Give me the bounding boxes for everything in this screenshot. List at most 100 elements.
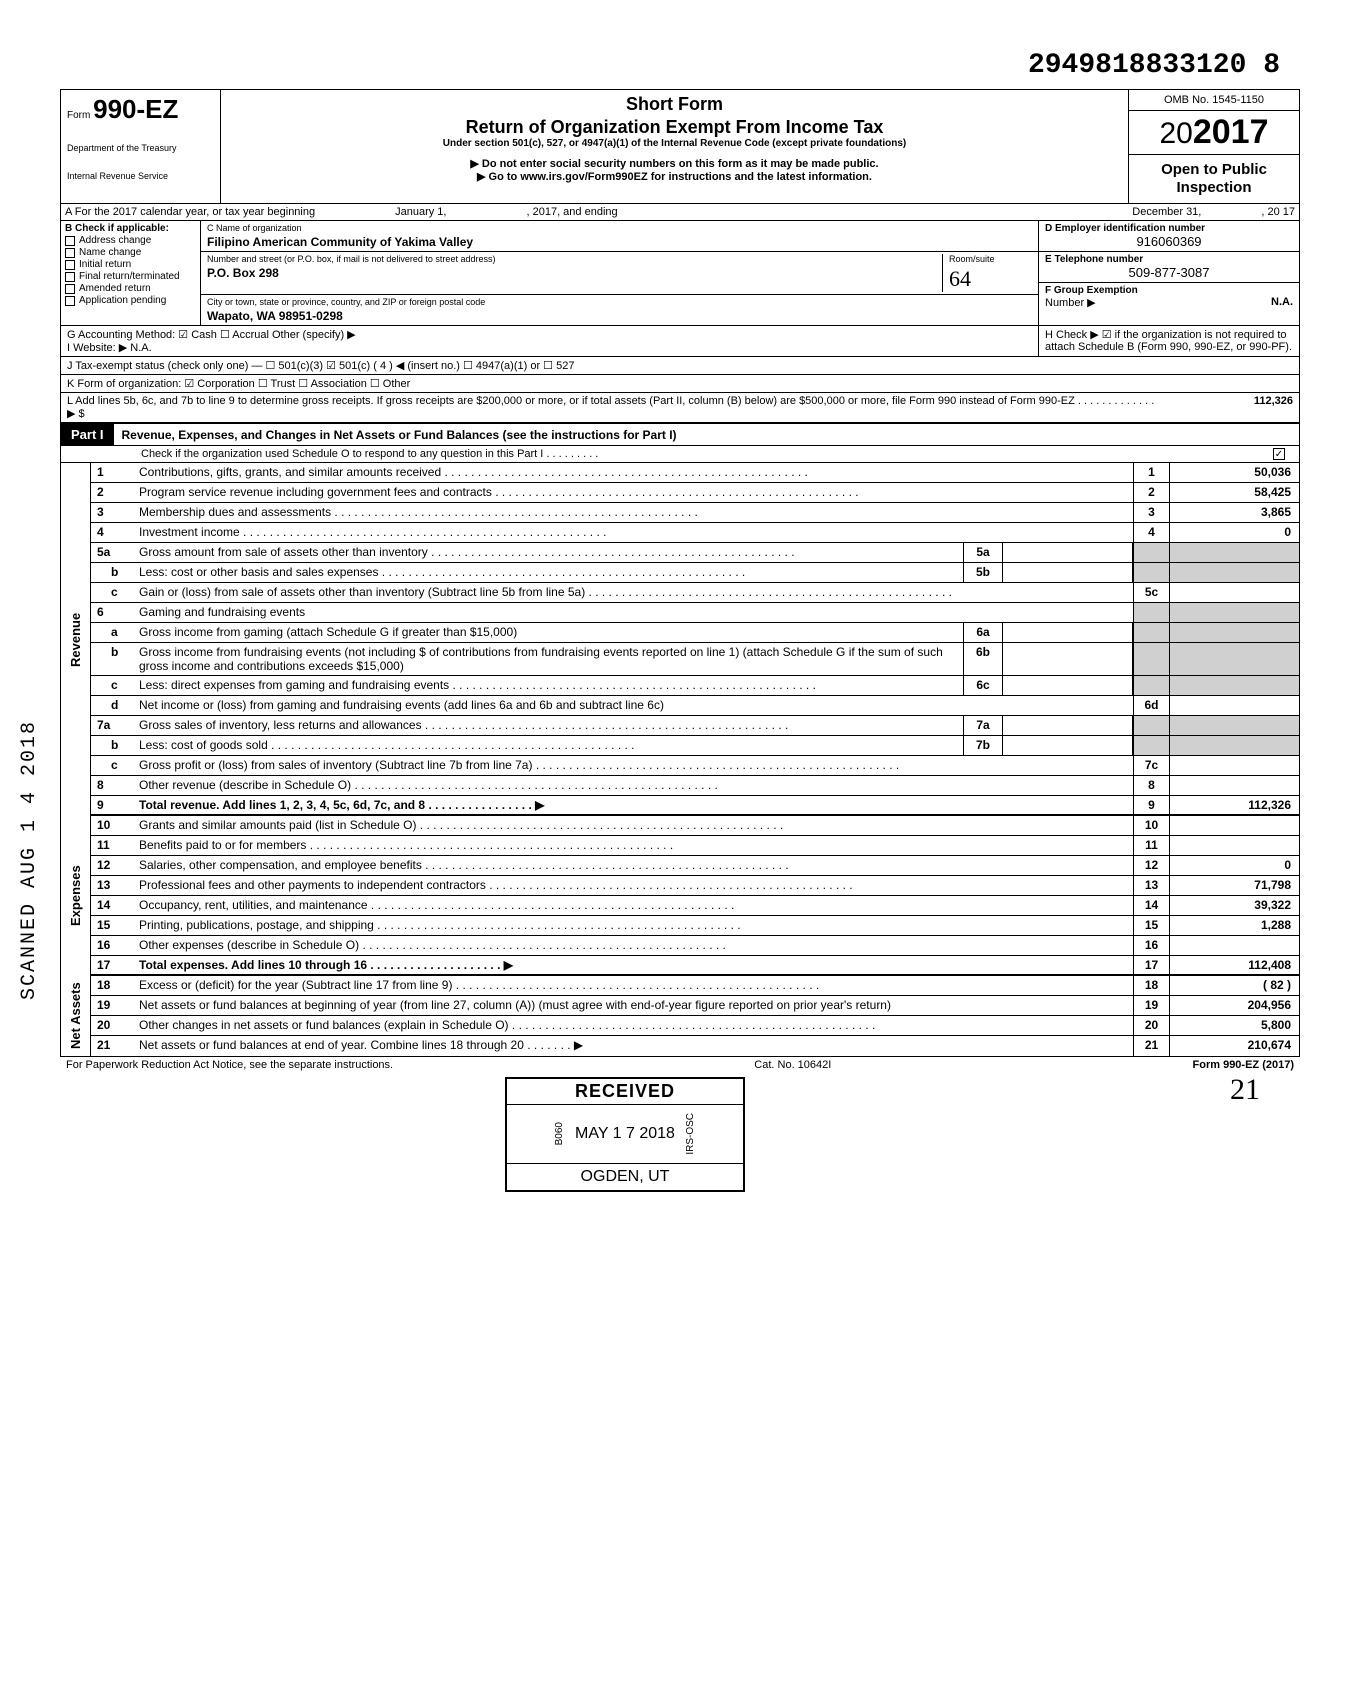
l5a-miniamt [1003,543,1133,562]
l1-amt: 50,036 [1169,463,1299,482]
received-right-code: IRS-OSC [685,1113,696,1155]
l3-amt: 3,865 [1169,503,1299,522]
form-header: Form 990-EZ Department of the Treasury I… [61,90,1299,204]
l5b-shade2 [1169,563,1299,582]
l7c-amt [1169,756,1299,775]
l7a-desc: Gross sales of inventory, less returns a… [135,716,963,735]
expenses-side-label: Expenses [61,816,91,976]
l17-desc: Total expenses. Add lines 10 through 16 … [135,956,1133,974]
l13-box: 13 [1133,876,1169,895]
open-to-public: Open to Public Inspection [1129,155,1299,203]
l18-box: 18 [1133,976,1169,995]
l5c-amt [1169,583,1299,602]
dept-treasury: Department of the Treasury [67,143,214,153]
l21-num: 21 [91,1036,135,1056]
check-o-checkbox[interactable] [1273,448,1285,460]
form-number: 990-EZ [93,94,178,124]
l11-desc: Benefits paid to or for members [135,836,1133,855]
l6c-mini: 6c [963,676,1003,695]
l1-num: 1 [91,463,135,482]
l6d-box: 6d [1133,696,1169,715]
header-center: Short Form Return of Organization Exempt… [221,90,1129,203]
l7c-num: c [91,756,135,775]
tax-year: 202017 [1129,111,1299,155]
l5b-miniamt [1003,563,1133,582]
l12-num: 12 [91,856,135,875]
l6d-desc: Net income or (loss) from gaming and fun… [135,696,1133,715]
l19-desc: Net assets or fund balances at beginning… [135,996,1133,1015]
l19-amt: 204,956 [1169,996,1299,1015]
received-left-code: B060 [554,1122,565,1145]
chk-application-pending[interactable] [65,296,75,306]
l12-box: 12 [1133,856,1169,875]
l5a-shade2 [1169,543,1299,562]
goto-url: ▶ Go to www.irs.gov/Form990EZ for instru… [231,170,1118,183]
l8-box: 8 [1133,776,1169,795]
group-exemption-label: F Group Exemption [1045,285,1293,296]
l5c-desc: Gain or (loss) from sale of assets other… [135,583,1133,602]
l20-desc: Other changes in net assets or fund bala… [135,1016,1133,1035]
l11-box: 11 [1133,836,1169,855]
l5a-num: 5a [91,543,135,562]
chk-initial-return[interactable] [65,260,75,270]
scanned-stamp: SCANNED AUG 1 4 2018 [18,720,41,1000]
l17-num: 17 [91,956,135,974]
chk-name-change[interactable] [65,248,75,258]
l17-box: 17 [1133,956,1169,974]
l18-amt: ( 82 ) [1169,976,1299,995]
l21-desc: Net assets or fund balances at end of ye… [135,1036,1133,1056]
l14-desc: Occupancy, rent, utilities, and maintena… [135,896,1133,915]
l7c-box: 7c [1133,756,1169,775]
l6c-shade [1133,676,1169,695]
omb-number: OMB No. 1545-1150 [1129,90,1299,111]
l6a-shade2 [1169,623,1299,642]
l10-box: 10 [1133,816,1169,835]
l6b-shade2 [1169,643,1299,675]
l6d-num: d [91,696,135,715]
phone-value: 509-877-3087 [1045,265,1293,280]
l7b-mini: 7b [963,736,1003,755]
group-exemption-value: N.A. [1271,296,1293,308]
l18-num: 18 [91,976,135,995]
l7a-mini: 7a [963,716,1003,735]
col-c: C Name of organization Filipino American… [201,221,1039,325]
l6c-miniamt [1003,676,1133,695]
l1-desc: Contributions, gifts, grants, and simila… [135,463,1133,482]
l14-box: 14 [1133,896,1169,915]
footer: For Paperwork Reduction Act Notice, see … [60,1057,1300,1073]
part1-check-o: Check if the organization used Schedule … [61,446,1299,463]
org-city: Wapato, WA 98951-0298 [207,309,1032,323]
l19-box: 19 [1133,996,1169,1015]
l15-desc: Printing, publications, postage, and shi… [135,916,1133,935]
l4-num: 4 [91,523,135,542]
phone-label: E Telephone number [1045,254,1293,265]
l19-num: 19 [91,996,135,1015]
chk-address-change[interactable] [65,236,75,246]
l16-desc: Other expenses (describe in Schedule O) [135,936,1133,955]
l6a-miniamt [1003,623,1133,642]
received-stamp: RECEIVED B060 MAY 1 7 2018 IRS-OSC OGDEN… [505,1077,745,1192]
row-a-begin: January 1, [395,206,446,218]
ssn-warning: ▶ Do not enter social security numbers o… [231,157,1118,170]
l5a-desc: Gross amount from sale of assets other t… [135,543,963,562]
l13-desc: Professional fees and other payments to … [135,876,1133,895]
chk-final-return[interactable] [65,272,75,282]
l20-num: 20 [91,1016,135,1035]
l7a-num: 7a [91,716,135,735]
l16-amt [1169,936,1299,955]
l6b-desc: Gross income from fundraising events (no… [135,643,963,675]
document-locator-number: 2949818833120 8 [60,50,1300,81]
l6-num: 6 [91,603,135,622]
l17-amt: 112,408 [1169,956,1299,974]
received-date: MAY 1 7 2018 [575,1125,675,1143]
revenue-section: Revenue 1Contributions, gifts, grants, a… [61,463,1299,816]
l9-num: 9 [91,796,135,814]
l6c-num: c [91,676,135,695]
chk-amended-return[interactable] [65,284,75,294]
room-label: Room/suite [949,254,1032,264]
l13-num: 13 [91,876,135,895]
l5c-num: c [91,583,135,602]
footer-right: Form 990-EZ (2017) [1193,1059,1294,1071]
received-location: OGDEN, UT [507,1164,743,1190]
col-def: D Employer identification number 9160603… [1039,221,1299,325]
